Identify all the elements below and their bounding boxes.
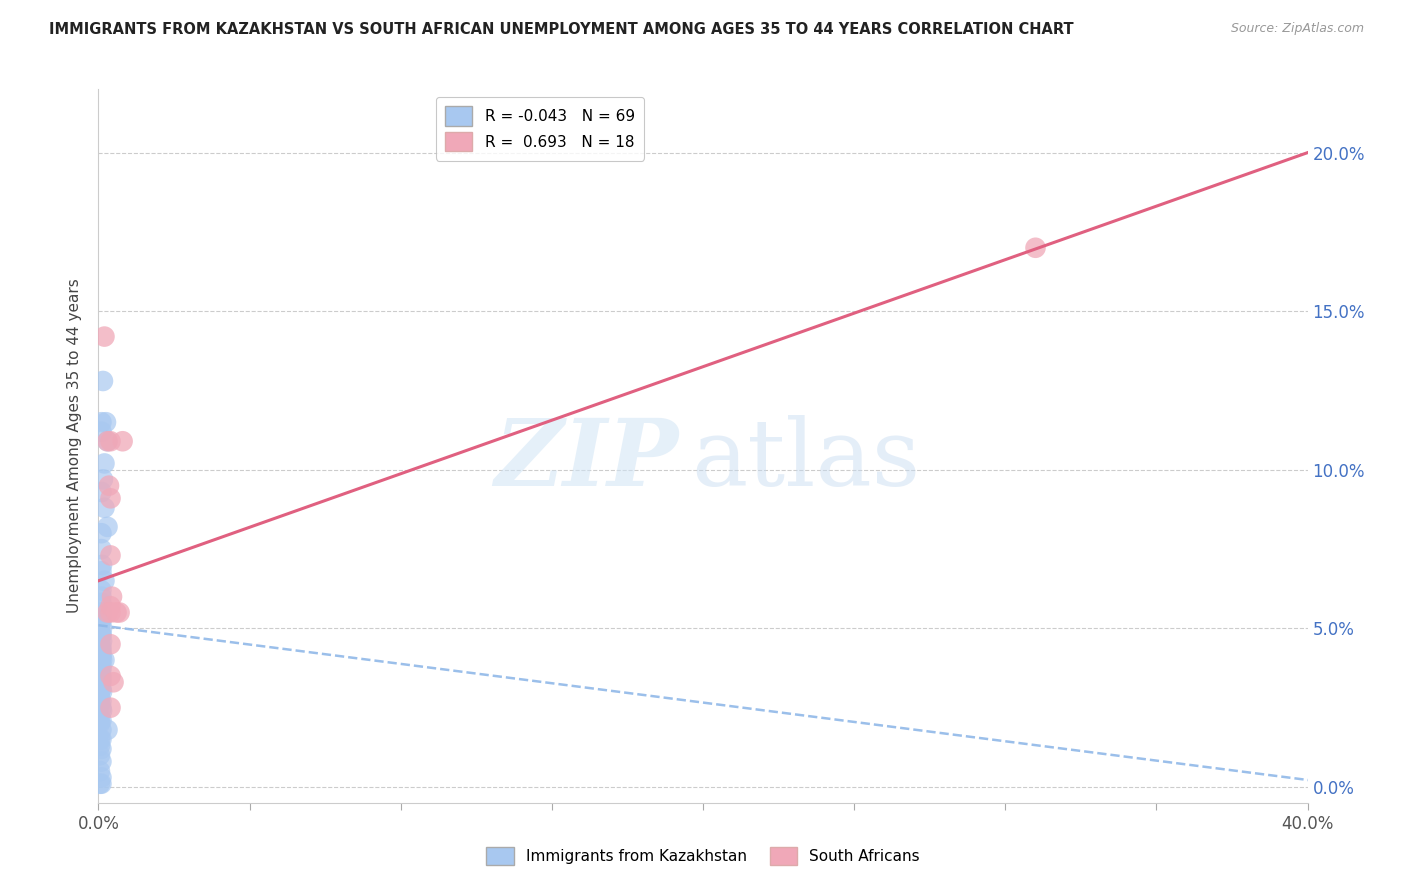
Point [91, 558, 114, 572]
Text: ZIP: ZIP [495, 416, 679, 505]
Point [89, 716, 111, 731]
Point [89, 710, 111, 724]
Point [90, 542, 112, 557]
Point [90, 669, 112, 683]
Point [100, 549, 122, 563]
Point [90, 596, 112, 610]
Point [96, 723, 118, 737]
Point [91, 685, 114, 699]
Point [90, 485, 112, 500]
Point [89, 777, 111, 791]
Point [94, 415, 117, 429]
Point [100, 637, 122, 651]
Y-axis label: Unemployment Among Ages 35 to 44 years: Unemployment Among Ages 35 to 44 years [67, 278, 83, 614]
Point [100, 606, 122, 620]
Point [90, 425, 112, 439]
Point [90, 628, 112, 642]
Point [90, 583, 112, 598]
Point [90, 564, 112, 578]
Point [90, 681, 112, 696]
Point [100, 599, 122, 614]
Point [90, 590, 112, 604]
Point [90, 415, 112, 429]
Point [90, 526, 112, 541]
Point [96, 434, 118, 449]
Point [100, 491, 122, 506]
Legend: R = -0.043   N = 69, R =  0.693   N = 18: R = -0.043 N = 69, R = 0.693 N = 18 [436, 97, 644, 161]
Point [100, 669, 122, 683]
Point [105, 606, 128, 620]
Point [100, 434, 122, 449]
Point [91, 704, 114, 718]
Point [90, 700, 112, 714]
Point [90, 675, 112, 690]
Point [89, 732, 111, 747]
Point [96, 434, 118, 449]
Point [89, 678, 111, 692]
Point [90, 771, 112, 785]
Point [111, 434, 134, 449]
Point [90, 606, 112, 620]
Point [91, 472, 114, 486]
Text: Source: ZipAtlas.com: Source: ZipAtlas.com [1230, 22, 1364, 36]
Point [90, 612, 112, 626]
Point [89, 748, 111, 763]
Point [90, 714, 112, 728]
Point [90, 643, 112, 657]
Legend: Immigrants from Kazakhstan, South Africans: Immigrants from Kazakhstan, South Africa… [479, 841, 927, 871]
Point [100, 700, 122, 714]
Point [91, 374, 114, 388]
Point [96, 606, 118, 620]
Point [89, 685, 111, 699]
Point [91, 621, 114, 635]
Point [89, 640, 111, 655]
Point [96, 520, 118, 534]
Point [90, 649, 112, 664]
Point [91, 653, 114, 667]
Point [108, 606, 131, 620]
Point [90, 640, 112, 655]
Point [1024, 241, 1046, 255]
Point [93, 574, 115, 588]
Point [103, 675, 125, 690]
Point [90, 647, 112, 661]
Text: atlas: atlas [690, 416, 920, 505]
Point [89, 669, 111, 683]
Point [90, 663, 112, 677]
Point [89, 657, 111, 671]
Point [89, 739, 111, 753]
Point [89, 665, 111, 680]
Point [89, 615, 111, 629]
Point [91, 634, 114, 648]
Point [89, 698, 111, 712]
Point [90, 694, 112, 708]
Point [93, 457, 115, 471]
Point [90, 628, 112, 642]
Point [93, 500, 115, 515]
Point [90, 732, 112, 747]
Point [89, 634, 111, 648]
Point [90, 659, 112, 673]
Point [98, 478, 121, 492]
Point [93, 329, 115, 343]
Point [90, 777, 112, 791]
Point [101, 590, 124, 604]
Point [89, 691, 111, 706]
Point [90, 723, 112, 737]
Point [89, 621, 111, 635]
Point [90, 742, 112, 756]
Point [90, 615, 112, 629]
Point [89, 631, 111, 645]
Point [93, 653, 115, 667]
Point [90, 672, 112, 686]
Point [90, 755, 112, 769]
Text: IMMIGRANTS FROM KAZAKHSTAN VS SOUTH AFRICAN UNEMPLOYMENT AMONG AGES 35 TO 44 YEA: IMMIGRANTS FROM KAZAKHSTAN VS SOUTH AFRI… [49, 22, 1074, 37]
Point [89, 653, 111, 667]
Point [89, 764, 111, 778]
